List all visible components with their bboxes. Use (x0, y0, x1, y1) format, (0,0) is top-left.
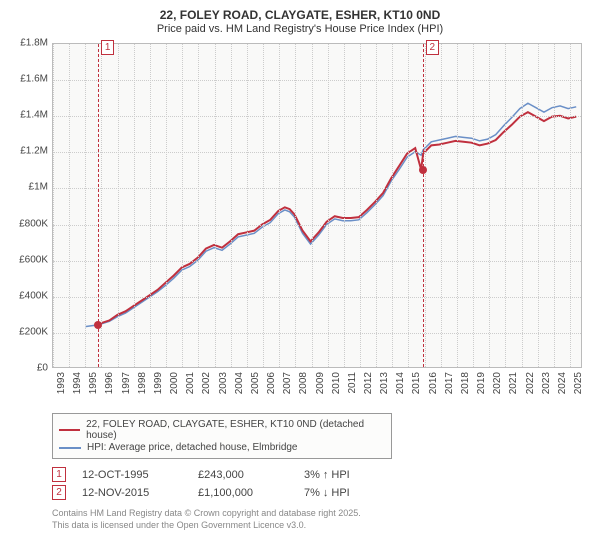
x-axis-label: 2019 (476, 372, 487, 394)
x-axis-label: 2004 (234, 372, 245, 394)
x-axis-label: 1998 (137, 372, 148, 394)
legend-swatch (59, 429, 80, 431)
y-axis-label: £1.2M (10, 146, 48, 157)
x-axis-label: 2008 (298, 372, 309, 394)
x-axis-label: 2000 (169, 372, 180, 394)
transaction-table: 1 12-OCT-1995 £243,000 3% HPI 2 12-NOV-2… (52, 467, 590, 500)
transaction-price: £243,000 (198, 469, 288, 481)
x-axis-label: 2001 (185, 372, 196, 394)
legend-item: 22, FOLEY ROAD, CLAYGATE, ESHER, KT10 0N… (59, 419, 385, 441)
x-axis-label: 1993 (56, 372, 67, 394)
transaction-index: 1 (52, 467, 66, 482)
x-axis-label: 2023 (541, 372, 552, 394)
marker-dot (419, 166, 427, 174)
x-axis-label: 2015 (411, 372, 422, 394)
title-main: 22, FOLEY ROAD, CLAYGATE, ESHER, KT10 0N… (10, 8, 590, 22)
x-axis-label: 2002 (201, 372, 212, 394)
x-axis-label: 2007 (282, 372, 293, 394)
y-axis-label: £800K (10, 218, 48, 229)
arrow-up-icon (323, 469, 329, 481)
plot-area: 12 (52, 43, 582, 368)
x-axis-label: 2014 (395, 372, 406, 394)
chart-svg (53, 44, 581, 367)
x-axis-label: 2009 (315, 372, 326, 394)
x-axis-label: 1995 (88, 372, 99, 394)
x-axis-label: 2018 (460, 372, 471, 394)
transaction-pct: 7% HPI (304, 487, 350, 499)
y-axis-label: £0 (10, 363, 48, 374)
chart-wrap: 12 £0£200K£400K£600K£800K£1M£1.2M£1.4M£1… (10, 39, 590, 409)
x-axis-label: 1997 (121, 372, 132, 394)
x-axis-label: 1999 (153, 372, 164, 394)
transaction-row: 1 12-OCT-1995 £243,000 3% HPI (52, 467, 590, 482)
y-axis-label: £1.8M (10, 38, 48, 49)
transaction-date: 12-NOV-2015 (82, 487, 182, 499)
x-axis-label: 2003 (218, 372, 229, 394)
x-axis-label: 2022 (525, 372, 536, 394)
y-axis-label: £1.6M (10, 74, 48, 85)
marker-line (423, 44, 424, 367)
transaction-pct: 3% HPI (304, 469, 350, 481)
title-sub: Price paid vs. HM Land Registry's House … (10, 23, 590, 35)
series-price_paid (98, 112, 576, 323)
x-axis-label: 2020 (492, 372, 503, 394)
x-axis-label: 2012 (363, 372, 374, 394)
x-axis-label: 1994 (72, 372, 83, 394)
x-axis-label: 2016 (428, 372, 439, 394)
legend-box: 22, FOLEY ROAD, CLAYGATE, ESHER, KT10 0N… (52, 413, 392, 459)
x-axis-label: 2025 (573, 372, 584, 394)
x-axis-label: 2013 (379, 372, 390, 394)
transaction-index: 2 (52, 485, 66, 500)
legend-label: 22, FOLEY ROAD, CLAYGATE, ESHER, KT10 0N… (86, 419, 385, 441)
transaction-price: £1,100,000 (198, 487, 288, 499)
arrow-down-icon (323, 487, 329, 499)
marker-line (98, 44, 99, 367)
y-axis-label: £200K (10, 326, 48, 337)
chart-title-block: 22, FOLEY ROAD, CLAYGATE, ESHER, KT10 0N… (10, 8, 590, 35)
series-hpi (85, 103, 576, 326)
legend-label: HPI: Average price, detached house, Elmb… (87, 442, 298, 453)
x-axis-label: 1996 (104, 372, 115, 394)
x-axis-label: 2006 (266, 372, 277, 394)
footer-attribution: Contains HM Land Registry data © Crown c… (52, 508, 590, 531)
transaction-date: 12-OCT-1995 (82, 469, 182, 481)
x-axis-label: 2011 (347, 372, 358, 394)
x-axis-label: 2017 (444, 372, 455, 394)
y-axis-label: £1M (10, 182, 48, 193)
x-axis-label: 2021 (508, 372, 519, 394)
x-axis-label: 2005 (250, 372, 261, 394)
x-axis-label: 2010 (331, 372, 342, 394)
legend-swatch (59, 447, 81, 449)
y-axis-label: £1.4M (10, 110, 48, 121)
marker-label: 1 (101, 40, 115, 55)
y-axis-label: £400K (10, 290, 48, 301)
y-axis-label: £600K (10, 254, 48, 265)
transaction-row: 2 12-NOV-2015 £1,100,000 7% HPI (52, 485, 590, 500)
legend-item: HPI: Average price, detached house, Elmb… (59, 442, 385, 453)
x-axis-label: 2024 (557, 372, 568, 394)
marker-dot (94, 321, 102, 329)
marker-label: 2 (426, 40, 440, 55)
